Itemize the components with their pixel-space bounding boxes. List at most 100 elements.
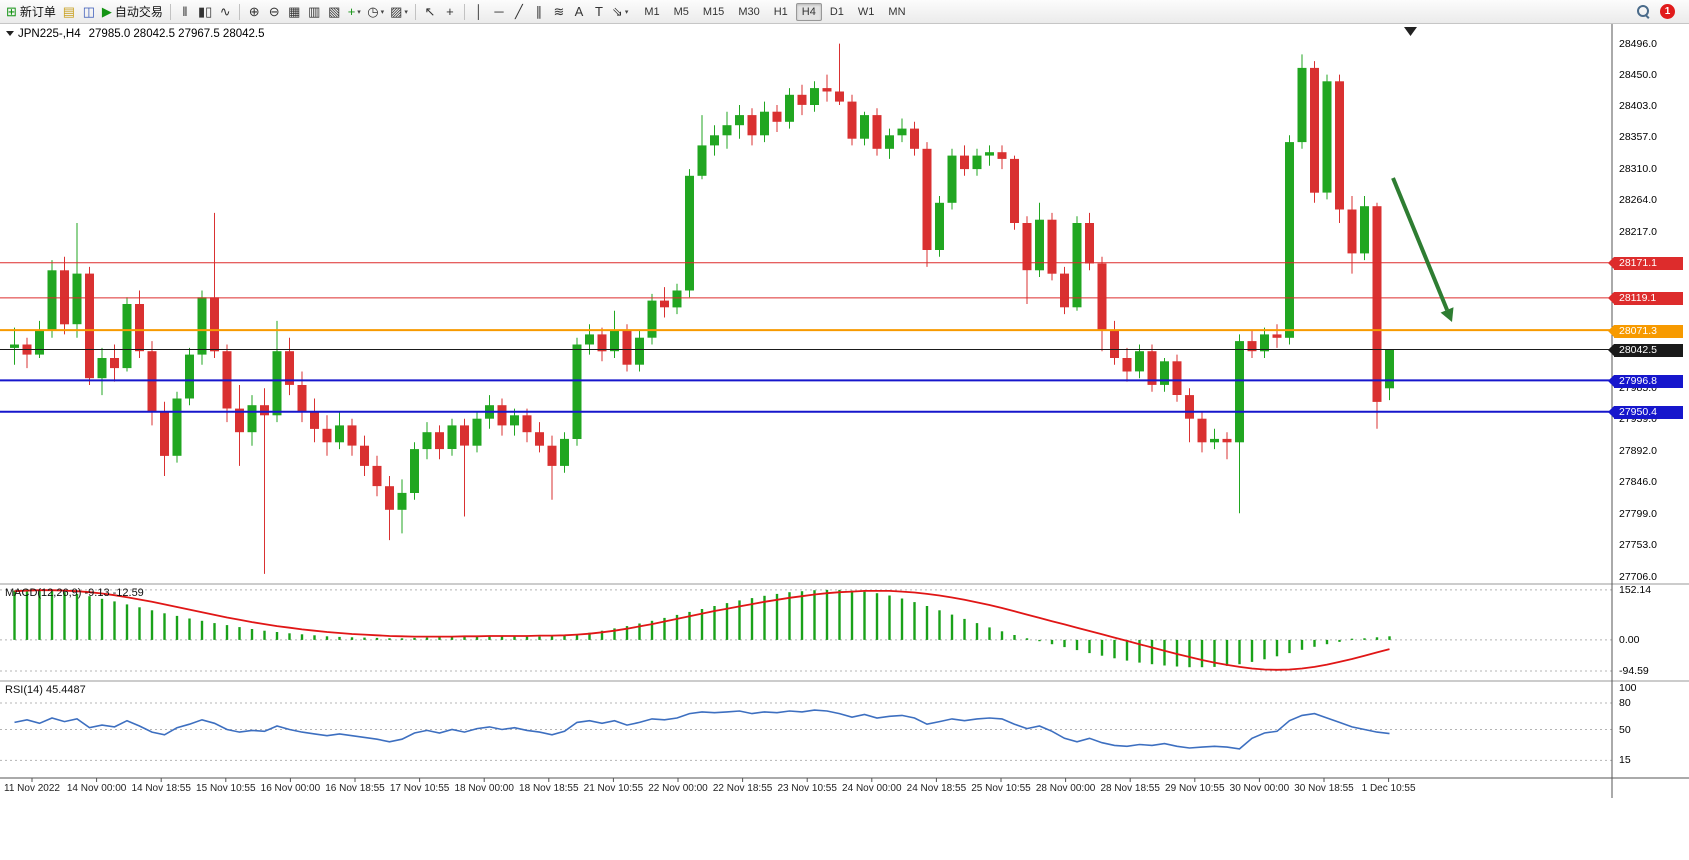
- time-axis-label: 18 Nov 00:00: [454, 783, 514, 794]
- price-axis-label: 28310.0: [1619, 163, 1657, 176]
- cursor-icon: ↖: [424, 4, 436, 19]
- chart-title: JPN225-,H4 27985.0 28042.5 27967.5 28042.…: [6, 28, 265, 40]
- indicators-button[interactable]: + ▾: [344, 2, 364, 22]
- time-axis-label: 14 Nov 00:00: [66, 783, 127, 794]
- zoom-out-icon: ⊖: [268, 4, 280, 19]
- price-tag-arrow: [1608, 374, 1614, 387]
- chart-ohlc-values: 27985.0 28042.5 27967.5 28042.5: [88, 28, 265, 40]
- time-axis-label: 16 Nov 18:55: [325, 783, 385, 794]
- chart-shift-button[interactable]: ▧: [324, 2, 344, 22]
- candles: [10, 43, 1394, 574]
- arrows-icon: ⇘: [611, 4, 623, 19]
- timeframe-h4-button[interactable]: H4: [795, 2, 822, 21]
- crosshair-button[interactable]: +: [440, 2, 460, 22]
- time-axis-label: 23 Nov 10:55: [777, 783, 837, 794]
- time-axis[interactable]: 11 Nov 2022 14 Nov 00:00 14 Nov 18:55 15 No…: [0, 778, 1612, 800]
- auto-scroll-button[interactable]: ▥: [304, 2, 324, 22]
- new-order-button-label: 新订单: [19, 5, 56, 19]
- horizontal-line-icon: ─: [494, 4, 504, 19]
- trendline-button[interactable]: ╱: [509, 2, 529, 22]
- timeframe-w1-button[interactable]: W1: [852, 3, 881, 21]
- rsi-axis-label: 50: [1619, 723, 1631, 736]
- line-chart-button[interactable]: ∿: [215, 2, 235, 22]
- market-watch-button[interactable]: ▤: [59, 2, 79, 22]
- fibonacci-button[interactable]: ≋: [549, 2, 569, 22]
- price-tag: 28119.1: [1608, 292, 1683, 306]
- timeframe-toolbar: M1 M5 M15 M30 H1 H4 D1 W1 MN: [637, 0, 912, 23]
- time-axis-label: 25 Nov 10:55: [971, 783, 1031, 794]
- cursor-button[interactable]: ↖: [420, 2, 440, 22]
- horizontal-line-button[interactable]: ─: [489, 2, 509, 22]
- zoom-out-button[interactable]: ⊖: [264, 2, 284, 22]
- chart-dropdown-icon[interactable]: [6, 31, 14, 37]
- timeframe-m15-button[interactable]: M15: [697, 3, 730, 21]
- text-label-icon: T: [594, 4, 603, 19]
- text-label-button[interactable]: T: [589, 2, 609, 22]
- new-order-button[interactable]: ⊞ 新订单: [3, 2, 59, 22]
- toolbar-separator: [463, 3, 465, 20]
- data-window-button[interactable]: ◫: [79, 2, 99, 22]
- rsi-params: RSI(14): [5, 684, 43, 696]
- bars-chart-button[interactable]: ‖: [175, 2, 195, 22]
- arrows-button[interactable]: ⇘ ▾: [609, 2, 631, 22]
- search-icon-circle: [1637, 5, 1649, 17]
- price-axis[interactable]: 28496.0 28450.0 28403.0 28357.0 28310.0 28264…: [1608, 24, 1689, 798]
- price-tag-arrow: [1608, 324, 1614, 337]
- trendline-icon: ╱: [515, 4, 523, 19]
- timeframe-h1-button[interactable]: H1: [768, 3, 794, 21]
- timeframe-d1-button[interactable]: D1: [824, 3, 850, 21]
- notification-badge[interactable]: 1: [1660, 4, 1675, 19]
- fibonacci-icon: ≋: [553, 4, 565, 19]
- candles-chart-button[interactable]: ▮▯: [195, 2, 215, 22]
- zoom-in-icon: ⊕: [248, 4, 260, 19]
- macd-indicator-label: MACD(12,26,9) -9.13 -12.59: [5, 587, 144, 599]
- templates-button[interactable]: ▨ ▾: [387, 2, 411, 22]
- auto-scroll-icon: ▥: [308, 4, 321, 19]
- zoom-in-button[interactable]: ⊕: [244, 2, 264, 22]
- chart-symbol-period: JPN225-,H4: [18, 28, 81, 40]
- time-axis-label: 22 Nov 18:55: [712, 783, 773, 794]
- price-axis-label: 27753.0: [1619, 538, 1657, 551]
- time-axis-label: 28 Nov 18:55: [1100, 783, 1160, 794]
- text-button[interactable]: A: [569, 2, 589, 22]
- dropdown-caret-icon: ▾: [357, 8, 361, 16]
- macd-axis-label: 0.00: [1619, 633, 1640, 646]
- timeframe-m5-button[interactable]: M5: [668, 3, 695, 21]
- search-icon-handle: [1644, 14, 1650, 19]
- price-axis-label: 27892.0: [1619, 445, 1657, 458]
- autotrade-button[interactable]: ▶ 自动交易: [99, 2, 166, 22]
- time-axis-label: 24 Nov 18:55: [906, 783, 967, 794]
- horizontal-price-lines[interactable]: [0, 262, 1612, 413]
- price-tag-arrow: [1608, 406, 1614, 419]
- timeframe-mn-button[interactable]: MN: [882, 3, 911, 21]
- data-window-icon: ◫: [82, 4, 96, 19]
- market-watch-icon: ▤: [62, 4, 76, 19]
- time-axis-label: 21 Nov 10:55: [583, 783, 644, 794]
- periods-button[interactable]: ◷ ▾: [364, 2, 387, 22]
- timeframe-m1-button[interactable]: M1: [638, 3, 665, 21]
- price-axis-label: 28357.0: [1619, 131, 1657, 144]
- timeframe-m30-button[interactable]: M30: [732, 3, 765, 21]
- dropdown-caret-icon: ▾: [404, 8, 408, 16]
- candles-chart-icon: ▮▯: [197, 4, 213, 19]
- rsi-axis-label: 100: [1619, 682, 1637, 694]
- macd-axis-label: 152.14: [1619, 583, 1652, 596]
- toolbar-buttons: ⊞ 新订单 ▤ ◫ ▶ 自动交易 ‖ ▮▯ ∿ ⊕ ⊖ ▦ ▥ ▧ + ▾ ◷ ▾ ▨ ▾ ↖ + │ ─ ╱ ∥ ≋ A T ⇘ ▾: [3, 0, 631, 23]
- vertical-line-button[interactable]: │: [469, 2, 489, 22]
- tile-windows-button[interactable]: ▦: [284, 2, 304, 22]
- search-icon[interactable]: [1636, 4, 1651, 19]
- time-axis-label: 24 Nov 00:00: [842, 783, 902, 794]
- price-tag-arrow: [1608, 292, 1614, 305]
- price-axis-label: 27846.0: [1619, 476, 1657, 489]
- equidistant-channel-button[interactable]: ∥: [529, 2, 549, 22]
- annotation-arrow[interactable]: [1391, 177, 1454, 322]
- bars-chart-icon: ‖: [182, 4, 188, 19]
- time-axis-label: 30 Nov 18:55: [1294, 783, 1354, 794]
- rsi-pane: [0, 702, 1612, 761]
- toolbar-separator: [414, 3, 416, 20]
- templates-icon: ▨: [390, 4, 403, 19]
- dropdown-caret-icon: ▾: [380, 8, 385, 16]
- time-axis-label: 15 Nov 10:55: [196, 783, 256, 794]
